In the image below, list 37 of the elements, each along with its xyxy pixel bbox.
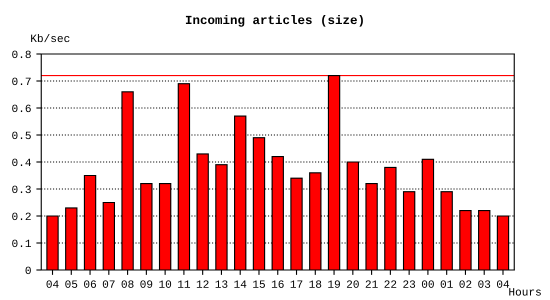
- x-tick-label: 17: [290, 280, 302, 288]
- x-tick-label: 08: [122, 280, 134, 288]
- x-tick-label: 04: [46, 280, 59, 288]
- x-tick-label: 06: [84, 280, 96, 288]
- x-tick-label: 00: [422, 280, 434, 288]
- x-tick-label: 03: [478, 280, 490, 288]
- x-tick-label: 04: [496, 280, 510, 288]
- x-tick-label: 13: [216, 280, 228, 288]
- y-tick-label: 0.8: [12, 50, 31, 58]
- y-axis-title: Kb/sec: [31, 34, 70, 42]
- x-tick-label: 11: [178, 280, 190, 288]
- x-tick-label: 16: [272, 280, 284, 288]
- x-axis-title: Hours: [509, 288, 541, 296]
- y-tick-label: 0.5: [12, 132, 31, 140]
- y-tick-label: 0.3: [12, 186, 31, 194]
- x-tick-label: 22: [384, 280, 396, 288]
- x-tick-label: 05: [65, 280, 78, 288]
- x-tick-label: 20: [346, 280, 359, 288]
- x-tick-label: 15: [253, 280, 265, 288]
- y-tick-label: 0.2: [12, 212, 31, 220]
- x-tick-label: 10: [159, 280, 172, 288]
- x-tick-label: 21: [366, 280, 378, 288]
- y-tick-label: 0.1: [12, 240, 31, 248]
- x-tick-label: 23: [403, 280, 416, 288]
- y-tick-label: 0.7: [12, 78, 31, 86]
- x-tick-label: 18: [309, 280, 322, 288]
- x-tick-label: 19: [328, 280, 340, 288]
- x-tick-label: 02: [459, 280, 472, 288]
- chart-title: Incoming articles (size): [186, 15, 363, 27]
- y-tick-label: 0: [26, 266, 31, 274]
- x-tick-label: 07: [102, 280, 115, 288]
- x-tick-label: 14: [234, 280, 246, 288]
- x-tick-label: 01: [440, 280, 453, 288]
- x-tick-label: 09: [140, 280, 152, 288]
- x-tick-label: 12: [196, 280, 209, 288]
- y-tick-label: 0.4: [12, 158, 31, 166]
- y-tick-label: 0.6: [12, 104, 31, 112]
